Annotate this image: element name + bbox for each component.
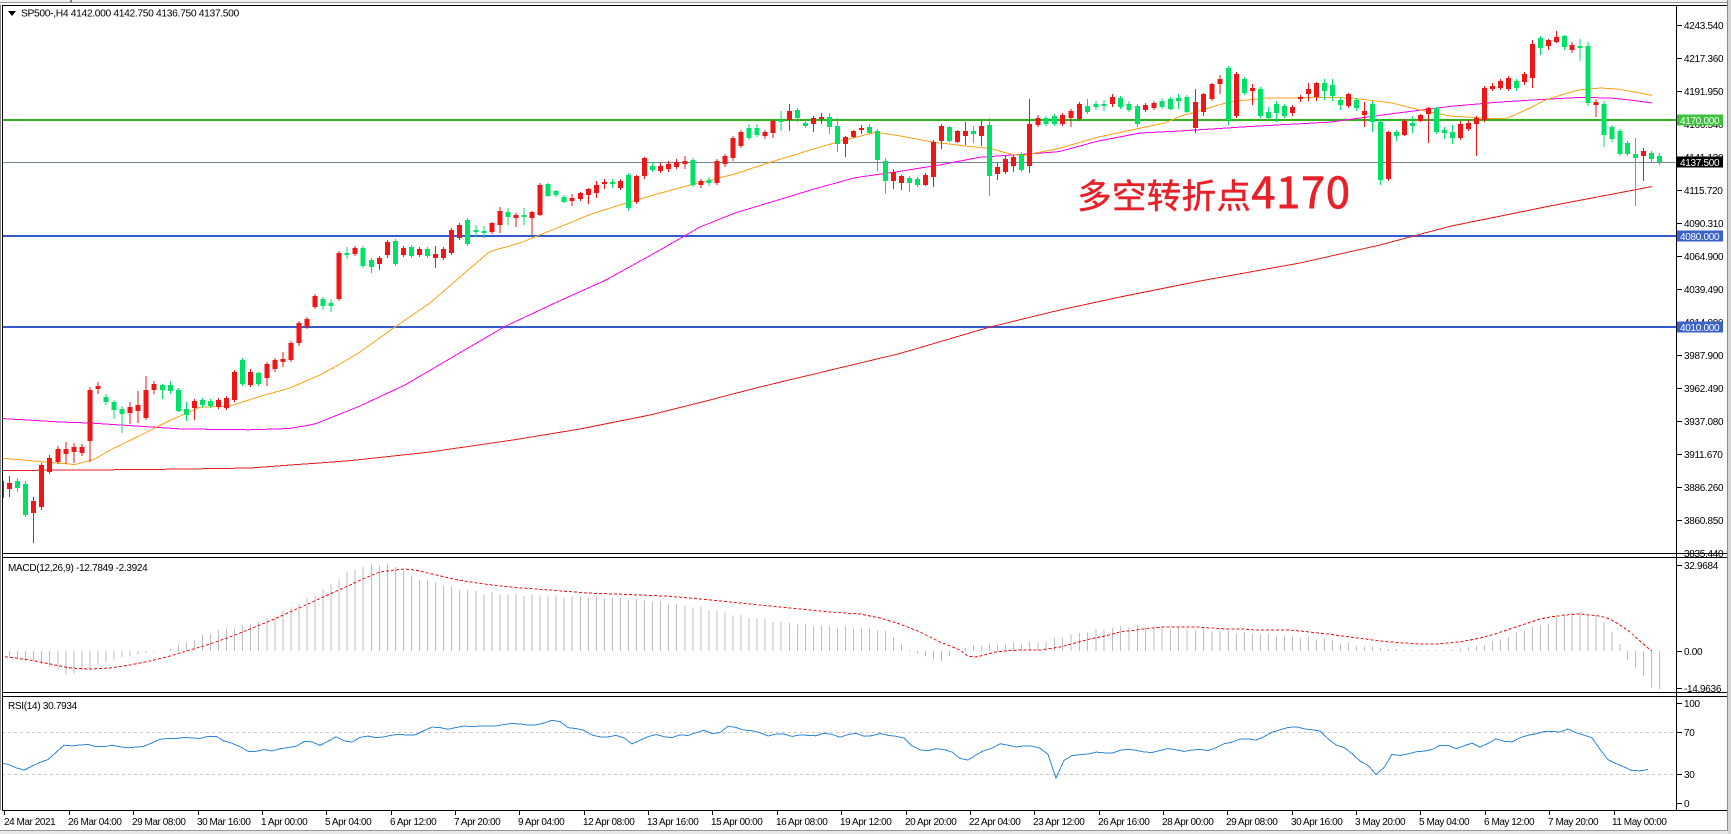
svg-text:0: 0 bbox=[1684, 799, 1690, 810]
svg-text:7 Apr 20:00: 7 Apr 20:00 bbox=[454, 817, 501, 828]
svg-text:4064.900: 4064.900 bbox=[1684, 252, 1724, 263]
svg-text:26 Apr 16:00: 26 Apr 16:00 bbox=[1098, 817, 1150, 828]
svg-text:32.9684: 32.9684 bbox=[1684, 561, 1719, 572]
svg-text:30: 30 bbox=[1684, 770, 1695, 781]
svg-text:4170.000: 4170.000 bbox=[1680, 116, 1720, 127]
svg-text:29 Mar 08:00: 29 Mar 08:00 bbox=[132, 817, 186, 828]
svg-text:30 Mar 16:00: 30 Mar 16:00 bbox=[197, 817, 251, 828]
svg-text:29 Apr 08:00: 29 Apr 08:00 bbox=[1226, 817, 1278, 828]
svg-text:3937.080: 3937.080 bbox=[1684, 417, 1724, 428]
svg-text:5 May 04:00: 5 May 04:00 bbox=[1419, 817, 1470, 828]
svg-text:22 Apr 04:00: 22 Apr 04:00 bbox=[969, 817, 1021, 828]
svg-text:6 May 12:00: 6 May 12:00 bbox=[1484, 817, 1535, 828]
svg-text:4243.540: 4243.540 bbox=[1684, 21, 1724, 32]
svg-text:4080.000: 4080.000 bbox=[1680, 232, 1720, 243]
svg-text:30 Apr 16:00: 30 Apr 16:00 bbox=[1291, 817, 1343, 828]
svg-text:3987.900: 3987.900 bbox=[1684, 351, 1724, 362]
svg-text:MACD(12,26,9) -12.7849 -2.3924: MACD(12,26,9) -12.7849 -2.3924 bbox=[8, 563, 148, 574]
svg-text:26 Mar 04:00: 26 Mar 04:00 bbox=[68, 817, 122, 828]
svg-text:7 May 20:00: 7 May 20:00 bbox=[1548, 817, 1599, 828]
svg-text:15 Apr 00:00: 15 Apr 00:00 bbox=[711, 817, 763, 828]
svg-text:4010.000: 4010.000 bbox=[1680, 323, 1720, 334]
svg-text:3886.260: 3886.260 bbox=[1684, 483, 1724, 494]
svg-text:RSI(14) 30.7934: RSI(14) 30.7934 bbox=[8, 701, 78, 712]
svg-text:SP500-,H4 4142.000 4142.750 4: SP500-,H4 4142.000 4142.750 4136.750 413… bbox=[21, 9, 239, 20]
svg-text:9 Apr 04:00: 9 Apr 04:00 bbox=[518, 817, 565, 828]
svg-text:13 Apr 16:00: 13 Apr 16:00 bbox=[647, 817, 699, 828]
svg-text:5 Apr 04:00: 5 Apr 04:00 bbox=[325, 817, 372, 828]
svg-text:28 Apr 00:00: 28 Apr 00:00 bbox=[1162, 817, 1214, 828]
svg-text:11 May 00:00: 11 May 00:00 bbox=[1612, 817, 1667, 828]
svg-text:70: 70 bbox=[1684, 728, 1695, 739]
svg-text:-14.9636: -14.9636 bbox=[1684, 684, 1722, 695]
svg-text:20 Apr 20:00: 20 Apr 20:00 bbox=[905, 817, 957, 828]
svg-text:100: 100 bbox=[1684, 699, 1701, 710]
svg-text:16 Apr 08:00: 16 Apr 08:00 bbox=[776, 817, 828, 828]
svg-text:12 Apr 08:00: 12 Apr 08:00 bbox=[583, 817, 635, 828]
svg-text:4039.490: 4039.490 bbox=[1684, 285, 1724, 296]
svg-text:4217.360: 4217.360 bbox=[1684, 54, 1724, 65]
svg-text:4090.310: 4090.310 bbox=[1684, 219, 1724, 230]
svg-text:1 Apr 00:00: 1 Apr 00:00 bbox=[261, 817, 308, 828]
svg-text:3860.850: 3860.850 bbox=[1684, 516, 1724, 527]
svg-text:19 Apr 12:00: 19 Apr 12:00 bbox=[840, 817, 892, 828]
svg-text:4137.500: 4137.500 bbox=[1680, 158, 1720, 169]
svg-text:4115.720: 4115.720 bbox=[1684, 186, 1723, 197]
svg-text:3835.440: 3835.440 bbox=[1684, 549, 1724, 560]
svg-text:4191.950: 4191.950 bbox=[1684, 87, 1724, 98]
svg-text:23 Apr 12:00: 23 Apr 12:00 bbox=[1033, 817, 1085, 828]
svg-text:3911.670: 3911.670 bbox=[1684, 450, 1723, 461]
svg-text:3 May 20:00: 3 May 20:00 bbox=[1355, 817, 1406, 828]
svg-text:3962.490: 3962.490 bbox=[1684, 384, 1724, 395]
svg-text:6 Apr 12:00: 6 Apr 12:00 bbox=[390, 817, 437, 828]
svg-text:24 Mar 2021: 24 Mar 2021 bbox=[4, 817, 56, 828]
svg-text:0.00: 0.00 bbox=[1684, 647, 1703, 658]
